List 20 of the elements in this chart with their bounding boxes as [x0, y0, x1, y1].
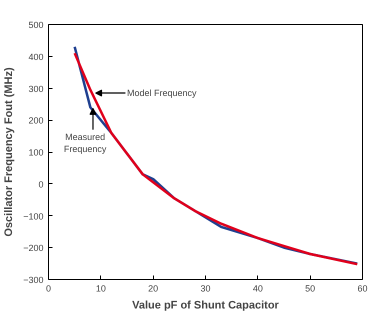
x-axis-title: Value pF of Shunt Capacitor	[132, 300, 280, 312]
x-tick-label: 50	[305, 284, 316, 294]
y-tick-label: −200	[23, 243, 44, 254]
annotation: Measured Frequency	[64, 132, 107, 154]
x-tick-label: 10	[96, 284, 106, 294]
y-tick-label: 400	[28, 52, 44, 62]
y-axis-title: Oscillator Frequency Fout (MHz)	[3, 67, 16, 237]
x-tick-label: 20	[148, 284, 158, 294]
y-tick-label: 100	[28, 148, 44, 158]
x-tick-label: 30	[200, 284, 211, 294]
y-tick-label: 500	[28, 20, 44, 30]
y-tick-label: 0	[38, 179, 44, 190]
x-tick-label: 40	[252, 284, 263, 294]
x-tick-label: 60	[357, 284, 368, 294]
y-tick-label: 200	[28, 116, 44, 126]
x-tick-label: 0	[46, 284, 52, 294]
y-tick-label: −300	[23, 275, 44, 285]
y-tick-label: 300	[28, 84, 44, 94]
annotation: Model Frequency	[127, 88, 198, 98]
y-tick-label: −100	[23, 211, 44, 222]
